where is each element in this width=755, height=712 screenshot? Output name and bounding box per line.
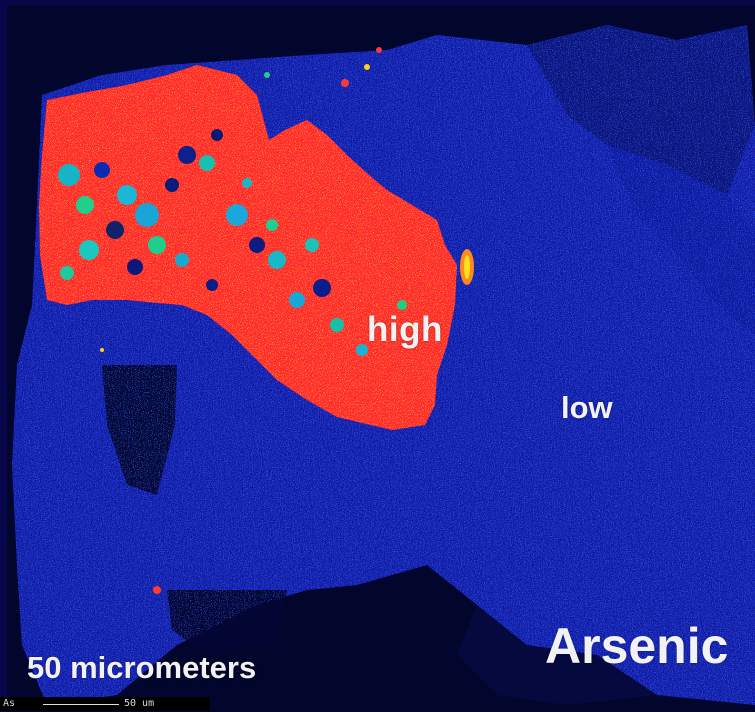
element-concentration-map: high low Arsenic 50 micrometers	[7, 5, 755, 712]
element-name-label: Arsenic	[545, 618, 729, 674]
low-concentration-label: low	[561, 390, 613, 425]
concentration-map-graphic	[7, 5, 755, 712]
scale-bar-line	[43, 704, 119, 705]
high-concentration-label: high	[367, 310, 443, 349]
scale-caption: 50 micrometers	[27, 650, 257, 685]
scale-bar-element-code: As	[3, 698, 16, 709]
scale-bar-value: 50 um	[124, 698, 155, 709]
scattered-high-spots	[100, 47, 474, 594]
high-concentration-region	[39, 65, 457, 430]
pores-in-high-zone	[58, 129, 407, 356]
scale-bar: As 50 um	[0, 697, 210, 711]
